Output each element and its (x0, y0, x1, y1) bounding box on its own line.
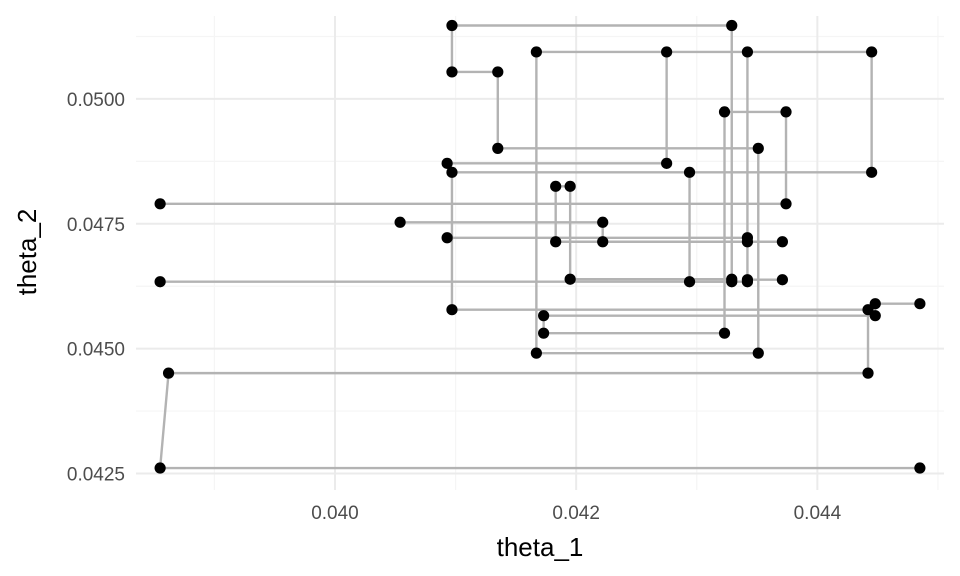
data-point (780, 198, 792, 210)
y-axis-title: theta_2 (12, 209, 42, 296)
x-axis-ticks: 0.040 0.042 0.044 (311, 503, 841, 524)
data-point (564, 273, 576, 285)
data-point (741, 236, 754, 248)
data-point (752, 347, 764, 359)
data-point (597, 236, 609, 248)
data-point (550, 236, 562, 248)
data-point (446, 166, 458, 178)
data-point (866, 46, 878, 58)
data-point (862, 367, 874, 379)
data-point (752, 142, 764, 154)
data-point (441, 232, 453, 244)
data-point (446, 19, 458, 32)
y-tick-label: 0.0425 (67, 465, 125, 486)
data-point (683, 166, 696, 178)
data-point (162, 367, 175, 379)
grid (136, 16, 944, 490)
data-point (914, 462, 926, 474)
data-point (446, 304, 458, 316)
data-point (394, 216, 406, 228)
data-point (718, 106, 731, 118)
data-point (741, 274, 754, 286)
data-point (538, 310, 550, 322)
step-path (158, 24, 920, 470)
data-point (154, 198, 166, 210)
y-tick-label: 0.0475 (67, 215, 125, 236)
data-point (154, 276, 166, 288)
data-point (776, 236, 789, 248)
step-path (688, 51, 749, 283)
data-point (564, 180, 576, 192)
x-axis-title: theta_1 (497, 532, 584, 562)
data-point (726, 19, 738, 32)
x-tick-label: 0.042 (552, 503, 600, 524)
data-point (866, 166, 878, 178)
y-tick-label: 0.0500 (67, 90, 125, 111)
x-tick-label: 0.044 (794, 503, 842, 524)
step-path (447, 51, 668, 165)
data-point (597, 216, 609, 228)
y-axis-ticks: 0.0425 0.0450 0.0475 0.0500 (67, 90, 125, 486)
data-point (550, 180, 562, 192)
data-points (154, 19, 926, 474)
data-point (661, 157, 673, 169)
step-paths (158, 24, 920, 470)
data-point (446, 66, 458, 78)
data-point (538, 327, 550, 339)
data-point (492, 66, 504, 78)
data-point (441, 157, 453, 169)
y-tick-label: 0.0450 (67, 340, 125, 361)
data-point (741, 46, 754, 58)
data-point (718, 327, 731, 339)
data-point (530, 347, 542, 359)
data-point (683, 276, 696, 288)
data-point (661, 46, 673, 58)
data-point (780, 106, 792, 118)
data-point (869, 298, 881, 310)
data-point (776, 274, 789, 286)
data-point (530, 46, 542, 58)
data-point (869, 310, 881, 322)
step-path (160, 111, 788, 205)
data-point (154, 462, 166, 474)
data-point (914, 298, 926, 310)
data-point (726, 276, 738, 288)
data-point (492, 142, 504, 154)
x-tick-label: 0.040 (311, 503, 359, 524)
